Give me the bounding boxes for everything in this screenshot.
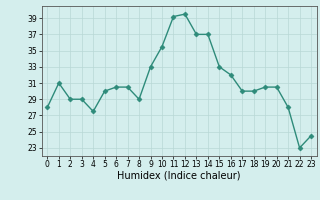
X-axis label: Humidex (Indice chaleur): Humidex (Indice chaleur)	[117, 171, 241, 181]
